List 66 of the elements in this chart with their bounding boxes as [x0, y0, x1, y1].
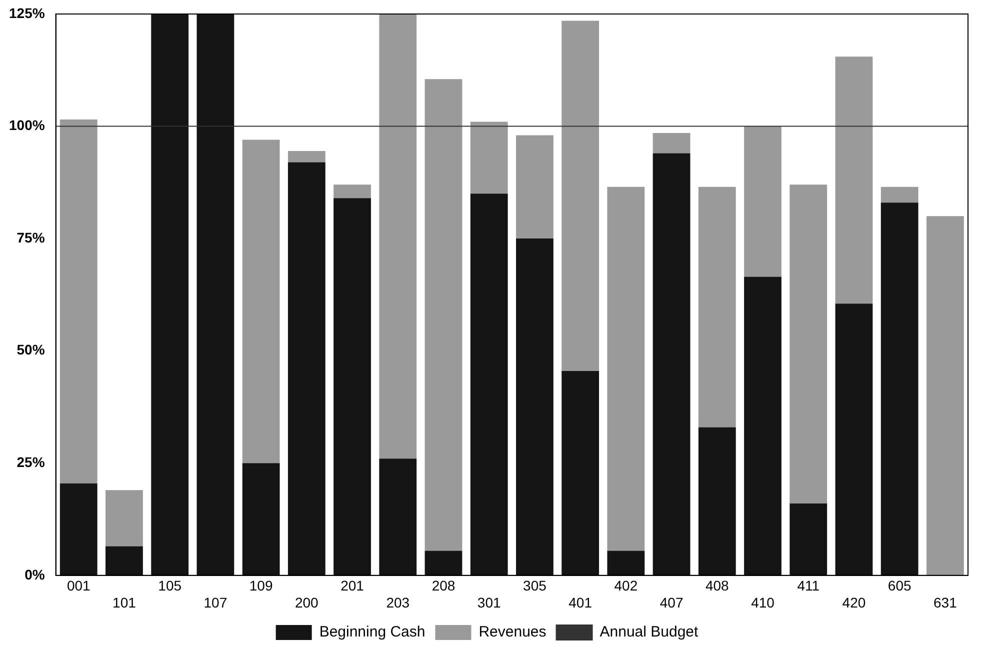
bar	[744, 126, 782, 277]
bar	[242, 140, 280, 464]
x-tick-label: 101	[112, 594, 136, 610]
x-tick-label: 605	[888, 578, 912, 594]
bar	[607, 550, 645, 576]
bar	[698, 186, 736, 428]
x-tick-label: 407	[660, 594, 684, 610]
x-tick-label: 301	[477, 594, 501, 610]
bar	[334, 198, 371, 576]
x-tick-label: 401	[568, 594, 592, 610]
bar	[242, 463, 280, 576]
y-tick-label: 75%	[16, 229, 46, 246]
y-tick-label: 125%	[8, 4, 46, 21]
legend-label: Beginning Cash	[319, 624, 426, 641]
bar	[470, 122, 508, 194]
x-tick-label: 208	[432, 578, 456, 594]
y-tick-label: 50%	[16, 342, 46, 358]
bar	[106, 546, 143, 576]
bar	[562, 20, 600, 372]
x-tick-label: 410	[751, 594, 775, 610]
x-tick-label: 105	[158, 578, 182, 594]
bar	[379, 14, 417, 459]
bar	[516, 238, 554, 576]
bar	[607, 186, 645, 551]
x-tick-label: 001	[66, 578, 91, 594]
bar	[835, 304, 873, 576]
bar	[880, 186, 918, 203]
bar	[652, 133, 690, 154]
y-tick-label: 25%	[16, 454, 46, 470]
bar	[334, 184, 371, 198]
bar	[288, 162, 326, 576]
bar	[790, 184, 828, 504]
x-tick-label: 631	[934, 594, 958, 610]
x-tick-label: 402	[614, 578, 638, 594]
bar	[470, 194, 508, 576]
x-tick-label: 201	[340, 578, 364, 594]
bar	[379, 458, 417, 576]
bar	[926, 216, 964, 576]
bar	[652, 153, 690, 576]
y-tick-label: 100%	[8, 117, 46, 134]
bar	[516, 135, 554, 239]
bar	[424, 79, 462, 551]
bar	[60, 483, 98, 576]
legend-label: Annual Budget	[600, 624, 700, 641]
bar	[744, 276, 782, 576]
x-tick-label: 305	[523, 578, 547, 594]
x-tick-label: 109	[249, 578, 273, 594]
bar	[288, 150, 326, 162]
legend-label: Revenues	[478, 624, 546, 641]
y-tick-label: 0%	[24, 566, 46, 582]
x-tick-label: 420	[842, 594, 866, 610]
bar	[880, 202, 918, 576]
bar	[790, 504, 828, 576]
x-tick-label: 203	[386, 594, 410, 610]
bar	[698, 427, 736, 576]
x-tick-label: 200	[294, 594, 319, 610]
bar	[196, 14, 234, 576]
bar	[835, 56, 873, 304]
bar	[151, 14, 189, 576]
x-tick-label: 107	[204, 594, 228, 610]
bar	[60, 120, 98, 484]
x-tick-label: 408	[705, 578, 730, 594]
x-tick-label: 411	[797, 578, 820, 594]
bar	[424, 550, 462, 576]
bar	[106, 490, 143, 546]
bar	[562, 371, 600, 576]
